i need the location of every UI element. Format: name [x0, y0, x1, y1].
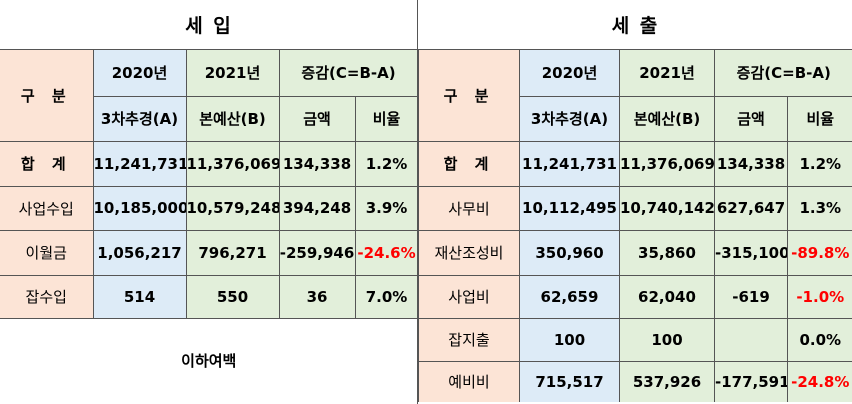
table-row: 잡수입 514 550 36 7.0% [0, 274, 419, 319]
revenue-sub-amount: 금액 [278, 95, 356, 142]
expenditure-cell-rate: -1.0% [787, 274, 852, 319]
expenditure-table: 세 출 구 분 2020년 2021년 증감(C=B-A) 3차추경(A) 본예… [418, 0, 852, 402]
expenditure-cell-b: 10,740,142 [619, 185, 715, 231]
expenditure-cell-amount: -315,100 [714, 229, 788, 276]
revenue-cell-b: 550 [185, 274, 280, 319]
expenditure-row-label: 사무비 [418, 185, 520, 231]
revenue-cell-rate: 1.2% [354, 140, 419, 187]
expenditure-header-diff: 증감(C=B-A) [714, 48, 852, 97]
expenditure-cell-amount: -619 [714, 274, 788, 319]
expenditure-cell-b: 35,860 [619, 229, 715, 276]
expenditure-cell-rate: -24.8% [787, 360, 852, 402]
expenditure-header-2021: 2021년 [619, 48, 715, 97]
expenditure-header-2020: 2020년 [519, 48, 620, 97]
expenditure-cell-rate: 0.0% [787, 317, 852, 362]
table-row: 예비비 715,517 537,926 -177,591 -24.8% [418, 360, 852, 402]
expenditure-sub-amount: 금액 [714, 95, 788, 142]
revenue-title: 세 입 [0, 0, 418, 50]
expenditure-row-label: 재산조성비 [418, 229, 520, 276]
revenue-table: 세 입 구 분 2020년 2021년 증감(C=B-A) 3차추경(A) 본예… [0, 0, 419, 402]
revenue-cell-amount: 134,338 [278, 140, 356, 187]
table-row: 합 계 11,241,731 11,376,069 134,338 1.2% [0, 140, 419, 187]
expenditure-cell-a: 350,960 [519, 229, 620, 276]
revenue-sub-rate: 비율 [354, 95, 419, 142]
expenditure-cell-b: 537,926 [619, 360, 715, 402]
table-row: 재산조성비 350,960 35,860 -315,100 -89.8% [418, 229, 852, 276]
expenditure-row-label: 합 계 [418, 140, 520, 187]
revenue-row-label: 합 계 [0, 140, 94, 187]
expenditure-cell-amount [714, 317, 788, 362]
expenditure-cell-a: 11,241,731 [519, 140, 620, 187]
revenue-row-label: 이월금 [0, 229, 94, 276]
revenue-header-diff: 증감(C=B-A) [278, 48, 419, 97]
expenditure-row-label: 잡지출 [418, 317, 520, 362]
table-row: 잡지출 100 100 0.0% [418, 317, 852, 362]
revenue-cell-b: 11,376,069 [185, 140, 280, 187]
revenue-gubun-header: 구 분 [0, 48, 94, 142]
expenditure-cell-amount: 134,338 [714, 140, 788, 187]
expenditure-sub-rate: 비율 [787, 95, 852, 142]
expenditure-cell-b: 100 [619, 317, 715, 362]
revenue-cell-rate: 7.0% [354, 274, 419, 319]
expenditure-cell-rate: -89.8% [787, 229, 852, 276]
revenue-cell-a: 10,185,000 [92, 185, 187, 231]
expenditure-cell-a: 100 [519, 317, 620, 362]
table-row: 사업비 62,659 62,040 -619 -1.0% [418, 274, 852, 319]
revenue-cell-a: 11,241,731 [92, 140, 187, 187]
expenditure-row-label: 예비비 [418, 360, 520, 402]
revenue-blank-note: 이하여백 [0, 317, 419, 402]
expenditure-cell-a: 715,517 [519, 360, 620, 402]
expenditure-cell-a: 10,112,495 [519, 185, 620, 231]
expenditure-sub-2020: 3차추경(A) [519, 95, 620, 142]
revenue-header-2020: 2020년 [92, 48, 187, 97]
revenue-sub-2021: 본예산(B) [185, 95, 280, 142]
revenue-cell-rate: 3.9% [354, 185, 419, 231]
expenditure-cell-amount: -177,591 [714, 360, 788, 402]
revenue-cell-a: 1,056,217 [92, 229, 187, 276]
expenditure-cell-amount: 627,647 [714, 185, 788, 231]
revenue-cell-a: 514 [92, 274, 187, 319]
expenditure-gubun-header: 구 분 [418, 48, 520, 142]
table-row: 합 계 11,241,731 11,376,069 134,338 1.2% [418, 140, 852, 187]
expenditure-cell-a: 62,659 [519, 274, 620, 319]
revenue-header-2021: 2021년 [185, 48, 280, 97]
revenue-row-label: 잡수입 [0, 274, 94, 319]
revenue-row-label: 사업수입 [0, 185, 94, 231]
revenue-cell-b: 796,271 [185, 229, 280, 276]
expenditure-cell-b: 11,376,069 [619, 140, 715, 187]
expenditure-row-label: 사업비 [418, 274, 520, 319]
expenditure-sub-2021: 본예산(B) [619, 95, 715, 142]
revenue-sub-2020: 3차추경(A) [92, 95, 187, 142]
expenditure-cell-rate: 1.3% [787, 185, 852, 231]
expenditure-title: 세 출 [418, 0, 852, 50]
table-row: 사업수입 10,185,000 10,579,248 394,248 3.9% [0, 185, 419, 231]
expenditure-cell-b: 62,040 [619, 274, 715, 319]
revenue-cell-amount: 394,248 [278, 185, 356, 231]
revenue-cell-rate: -24.6% [354, 229, 419, 276]
expenditure-cell-rate: 1.2% [787, 140, 852, 187]
table-row: 이월금 1,056,217 796,271 -259,946 -24.6% [0, 229, 419, 276]
revenue-cell-amount: 36 [278, 274, 356, 319]
revenue-cell-amount: -259,946 [278, 229, 356, 276]
table-row: 사무비 10,112,495 10,740,142 627,647 1.3% [418, 185, 852, 231]
section-divider [417, 0, 418, 404]
revenue-cell-b: 10,579,248 [185, 185, 280, 231]
